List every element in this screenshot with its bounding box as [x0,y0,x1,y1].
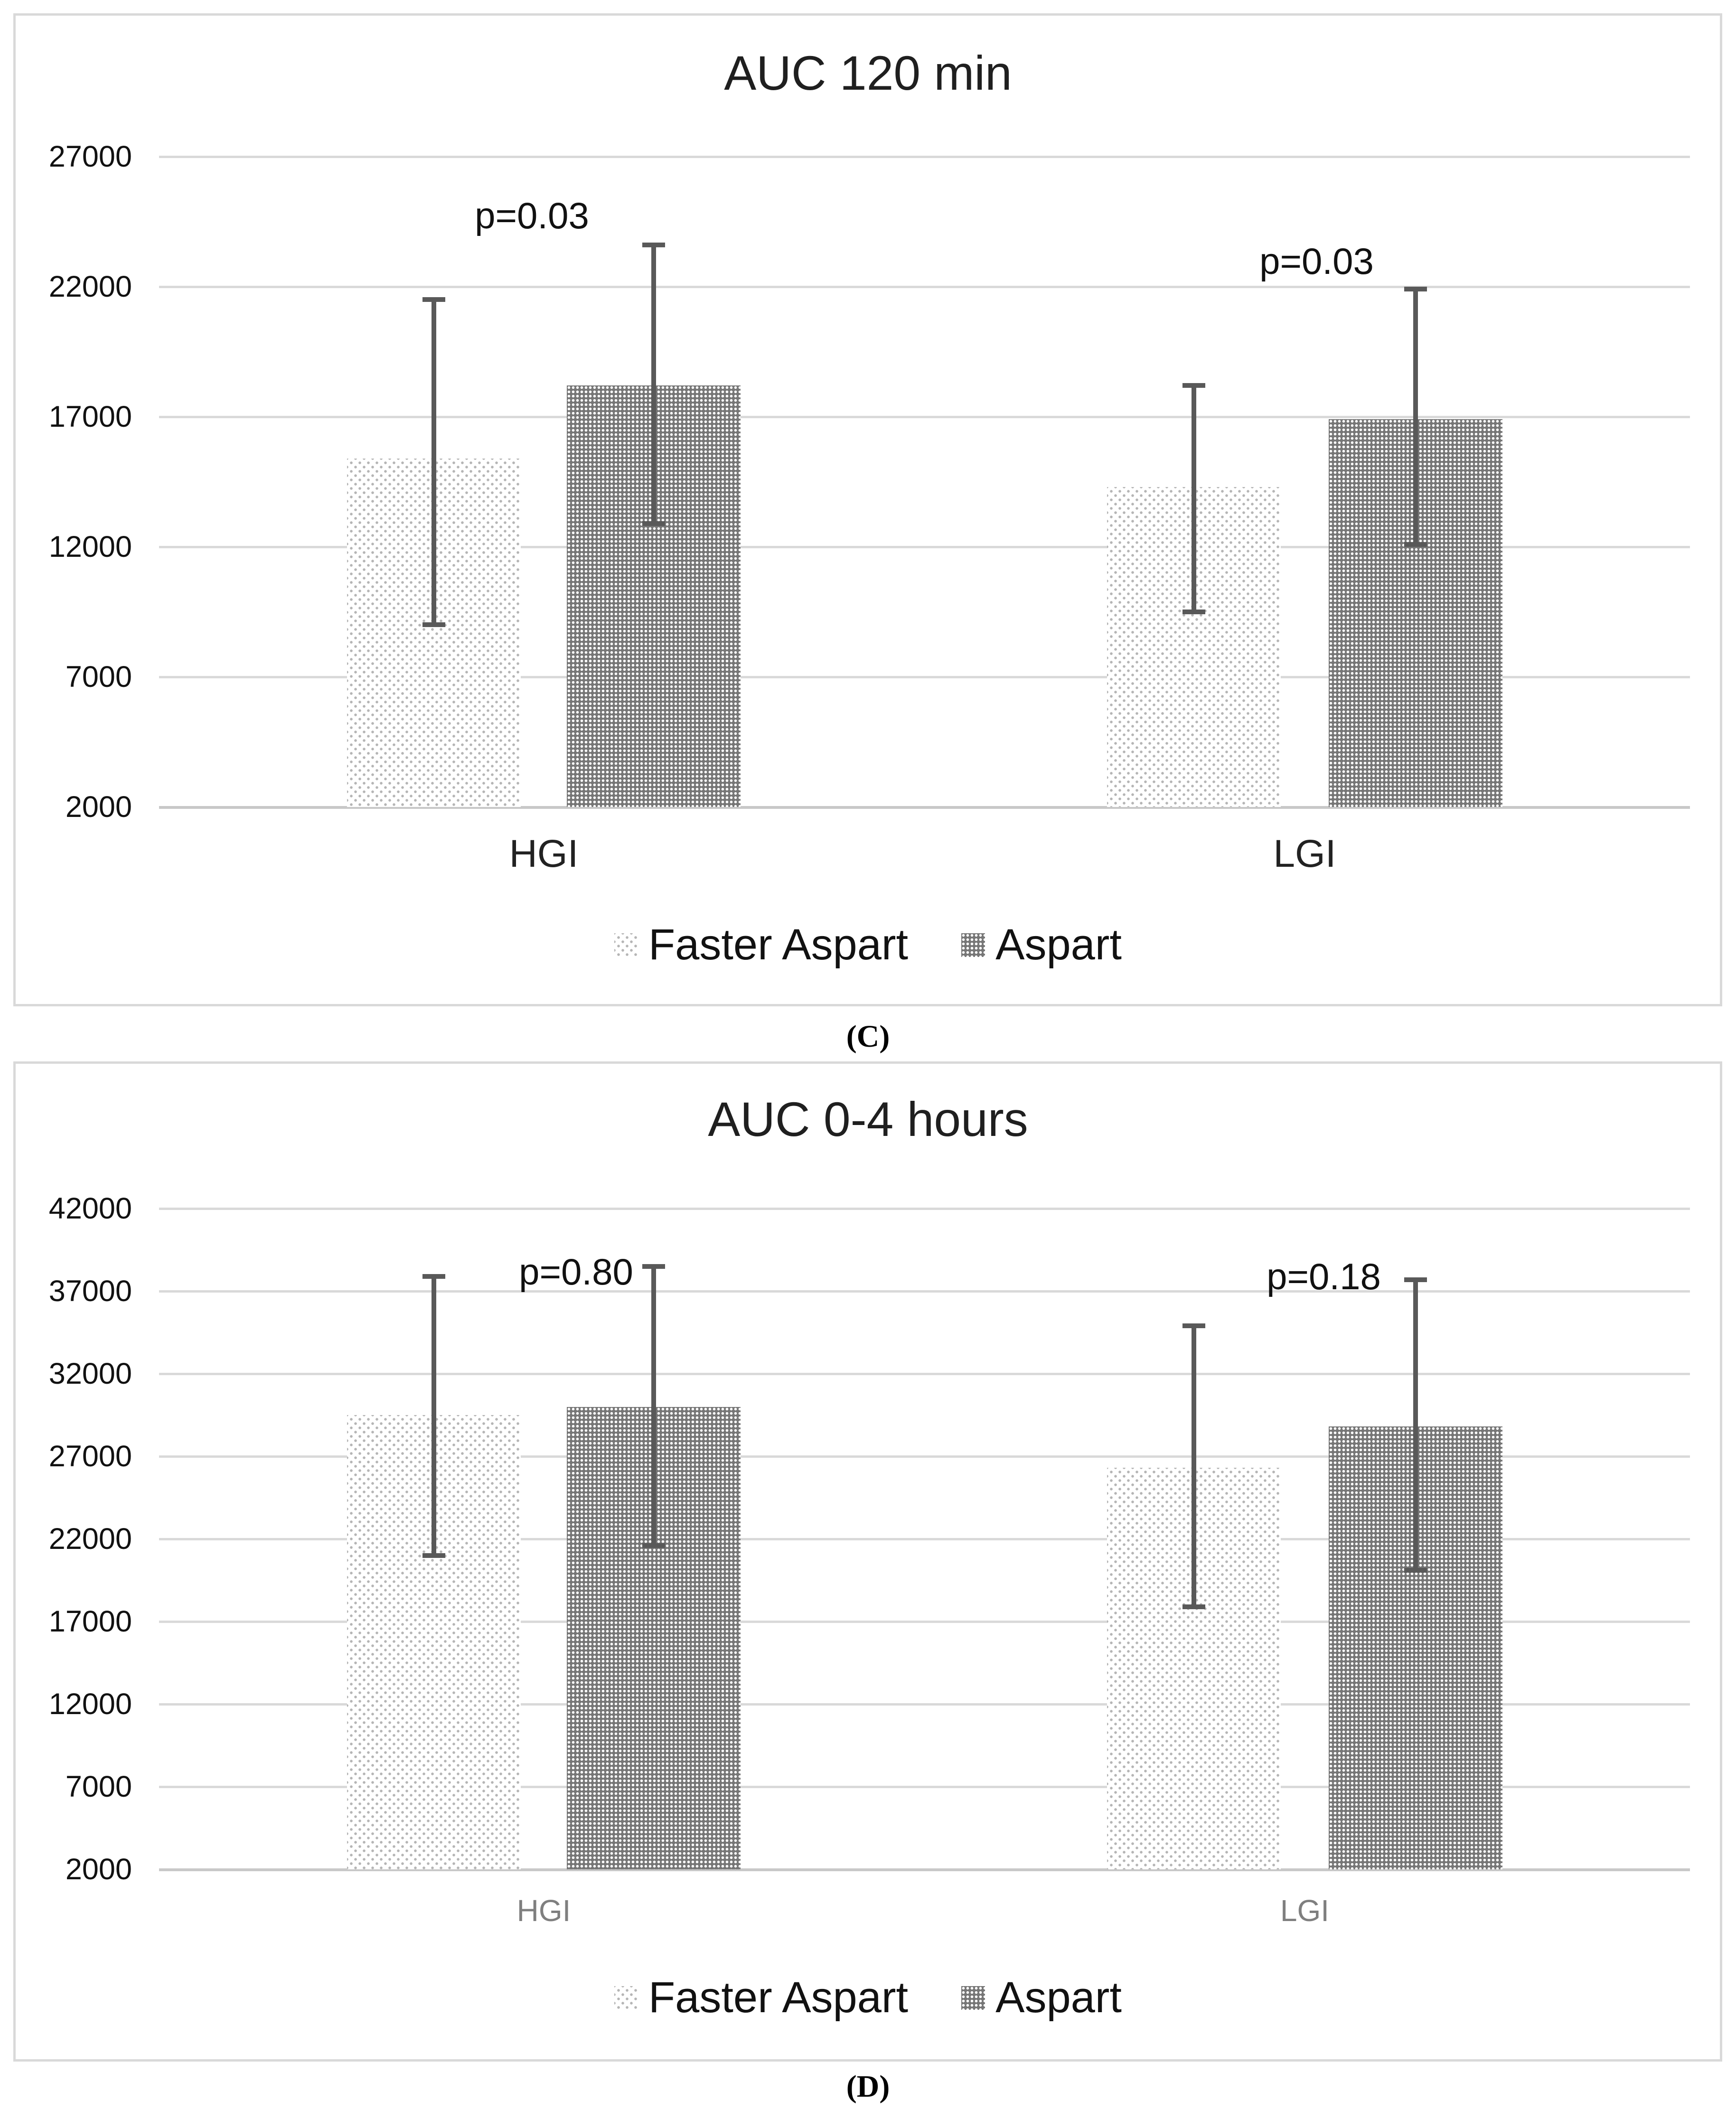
gridline-42000 [159,1208,1690,1210]
error-cap-high-lgi-aspart [1404,287,1427,292]
y-tick-label-2000: 2000 [65,790,132,824]
legend-label-faster-aspart: Faster Aspart [648,1973,909,2022]
error-cap-high-hgi-faster-aspart [422,1274,445,1279]
y-tick-label-22000: 22000 [48,1522,132,1556]
gridline-37000 [159,1290,1690,1293]
y-tick-label-7000: 7000 [65,660,132,694]
error-cap-low-lgi-faster-aspart [1182,609,1205,614]
aspart-swatch-icon [961,933,985,957]
error-cap-high-hgi-faster-aspart [422,297,445,302]
error-cap-high-hgi-aspart [642,1264,665,1269]
category-label-lgi: LGI [1280,1894,1330,1928]
caption-c: (C) [846,1019,890,1054]
y-tick-label-2000: 2000 [65,1853,132,1886]
y-tick-label-37000: 37000 [48,1275,132,1308]
legend-item-aspart: Aspart [961,920,1122,970]
gridline-12000 [159,546,1690,548]
error-bar-lgi-faster-aspart [1192,385,1196,612]
legend-item-aspart: Aspart [961,1973,1122,2023]
y-tick-label-22000: 22000 [48,270,132,303]
error-cap-high-hgi-aspart [642,243,665,248]
error-cap-high-lgi-faster-aspart [1182,1323,1205,1329]
chart-c-title: AUC 120 min [724,46,1012,100]
error-bar-hgi-faster-aspart [432,1276,436,1556]
legend-item-faster-aspart: Faster Aspart [614,920,908,970]
gridline-7000 [159,1786,1690,1788]
y-tick-label-17000: 17000 [48,1605,132,1638]
aspart-swatch-icon [961,1986,985,2010]
legend-item-faster-aspart: Faster Aspart [614,1973,908,2023]
y-tick-label-27000: 27000 [48,140,132,173]
bar-lgi-aspart [1329,1426,1502,1869]
caption-d: (D) [846,2069,890,2104]
category-label-hgi: HGI [509,832,579,875]
gridline-22000 [159,1538,1690,1540]
error-cap-low-lgi-faster-aspart [1182,1604,1205,1609]
error-cap-low-hgi-aspart [642,521,665,526]
y-tick-label-32000: 32000 [48,1357,132,1390]
gridline-7000 [159,676,1690,678]
category-label-hgi: HGI [516,1894,571,1928]
y-tick-label-12000: 12000 [48,1688,132,1721]
faster-aspart-swatch-icon [614,1986,638,2010]
gridline-12000 [159,1703,1690,1706]
gridline-22000 [159,286,1690,288]
error-bar-hgi-faster-aspart [432,300,436,625]
error-bar-hgi-aspart [651,1266,656,1546]
gridline-27000 [159,156,1690,158]
error-cap-high-lgi-faster-aspart [1182,383,1205,388]
p-value-label-lgi: p=0.18 [1267,1256,1381,1297]
y-tick-label-42000: 42000 [48,1192,132,1225]
error-bar-lgi-aspart [1413,1279,1418,1571]
error-bar-lgi-faster-aspart [1192,1326,1196,1607]
chart-c-legend: Faster Aspart Aspart [0,920,1736,970]
y-tick-label-12000: 12000 [48,530,132,563]
p-value-label-hgi: p=0.80 [519,1251,633,1293]
p-value-label-hgi: p=0.03 [475,195,589,236]
category-label-lgi: LGI [1273,832,1336,875]
x-axis-line [159,1868,1690,1871]
gridline-27000 [159,1455,1690,1458]
gridline-32000 [159,1373,1690,1375]
y-tick-label-27000: 27000 [48,1440,132,1473]
error-cap-low-lgi-aspart [1404,1568,1427,1573]
faster-aspart-swatch-icon [614,933,638,957]
legend-label-aspart: Aspart [995,920,1122,969]
legend-label-aspart: Aspart [995,1973,1122,2022]
error-cap-low-hgi-faster-aspart [422,622,445,628]
gridline-17000 [159,416,1690,418]
error-cap-low-hgi-faster-aspart [422,1553,445,1558]
error-bar-hgi-aspart [651,245,656,524]
error-bar-lgi-aspart [1413,289,1418,544]
gridline-17000 [159,1621,1690,1623]
error-cap-high-lgi-aspart [1404,1277,1427,1282]
p-value-label-lgi: p=0.03 [1259,240,1374,282]
y-tick-label-17000: 17000 [48,400,132,433]
x-axis-line [159,806,1690,809]
error-cap-low-lgi-aspart [1404,542,1427,547]
y-tick-label-7000: 7000 [65,1770,132,1803]
legend-label-faster-aspart: Faster Aspart [648,920,909,969]
chart-d-legend: Faster Aspart Aspart [0,1973,1736,2023]
error-cap-low-hgi-aspart [642,1543,665,1548]
chart-d-title: AUC 0-4 hours [708,1092,1028,1146]
